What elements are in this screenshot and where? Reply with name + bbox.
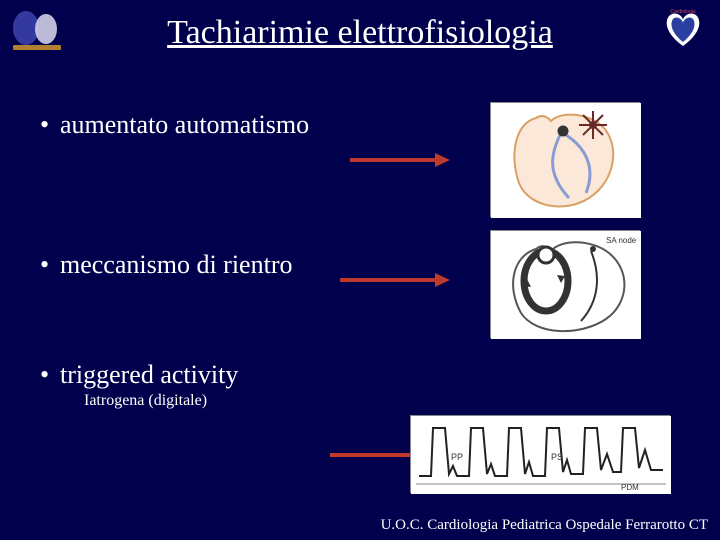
page-title: Tachiarimie elettrofisiologia (167, 14, 553, 52)
arrow-1 (350, 150, 450, 170)
bullet-1-text: aumentato automatismo (60, 110, 309, 140)
row-triggered: • triggered activity Iatrogena (digitale… (40, 360, 700, 410)
bullet-3-subtext: Iatrogena (digitale) (84, 392, 700, 410)
diagram-reentry: SA node (490, 230, 640, 338)
svg-text:PDM: PDM (621, 483, 639, 492)
logo-left (8, 4, 66, 52)
diagram-heart-automatism (490, 102, 640, 217)
bullet-3-text: triggered activity (60, 360, 238, 390)
diagram-triggered-trace: PP PS PDM (410, 415, 670, 493)
footer-text: U.O.C. Cardiologia Pediatrica Ospedale F… (381, 517, 708, 534)
page-title-wrap: Tachiarimie elettrofisiologia (66, 14, 654, 52)
bullet-dot: • (40, 360, 60, 390)
bullet-2-text: meccanismo di rientro (60, 250, 292, 280)
bullet-dot: • (40, 250, 60, 280)
logo-right: Cardiologia (654, 4, 712, 52)
header: Tachiarimie elettrofisiologia Cardiologi… (0, 0, 720, 58)
svg-text:Cardiologia: Cardiologia (670, 9, 696, 15)
svg-text:PS: PS (551, 452, 563, 462)
row-automatismo: • aumentato automatismo (40, 110, 700, 230)
arrow-2 (340, 270, 450, 290)
sa-node-label: SA node (606, 236, 637, 245)
row-rientro: • meccanismo di rientro SA node (40, 250, 700, 360)
bullet-dot: • (40, 110, 60, 140)
svg-text:PP: PP (451, 452, 463, 462)
